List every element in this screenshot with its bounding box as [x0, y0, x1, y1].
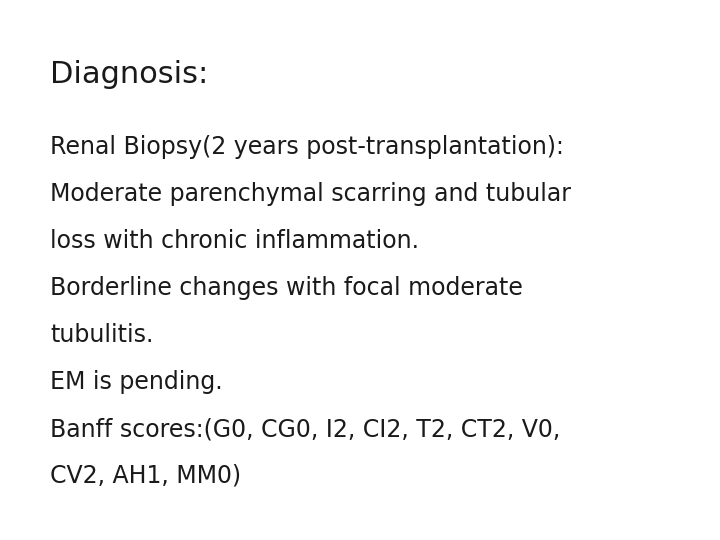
- Text: EM is pending.: EM is pending.: [50, 370, 222, 394]
- Text: loss with chronic inflammation.: loss with chronic inflammation.: [50, 229, 419, 253]
- Text: tubulitis.: tubulitis.: [50, 323, 153, 347]
- Text: CV2, AH1, MM0): CV2, AH1, MM0): [50, 464, 241, 488]
- Text: Diagnosis:: Diagnosis:: [50, 60, 208, 89]
- Text: Moderate parenchymal scarring and tubular: Moderate parenchymal scarring and tubula…: [50, 182, 571, 206]
- Text: Renal Biopsy(2 years post-transplantation):: Renal Biopsy(2 years post-transplantatio…: [50, 135, 564, 159]
- Text: Borderline changes with focal moderate: Borderline changes with focal moderate: [50, 276, 523, 300]
- Text: Banff scores:(G0, CG0, I2, CI2, T2, CT2, V0,: Banff scores:(G0, CG0, I2, CI2, T2, CT2,…: [50, 417, 560, 441]
